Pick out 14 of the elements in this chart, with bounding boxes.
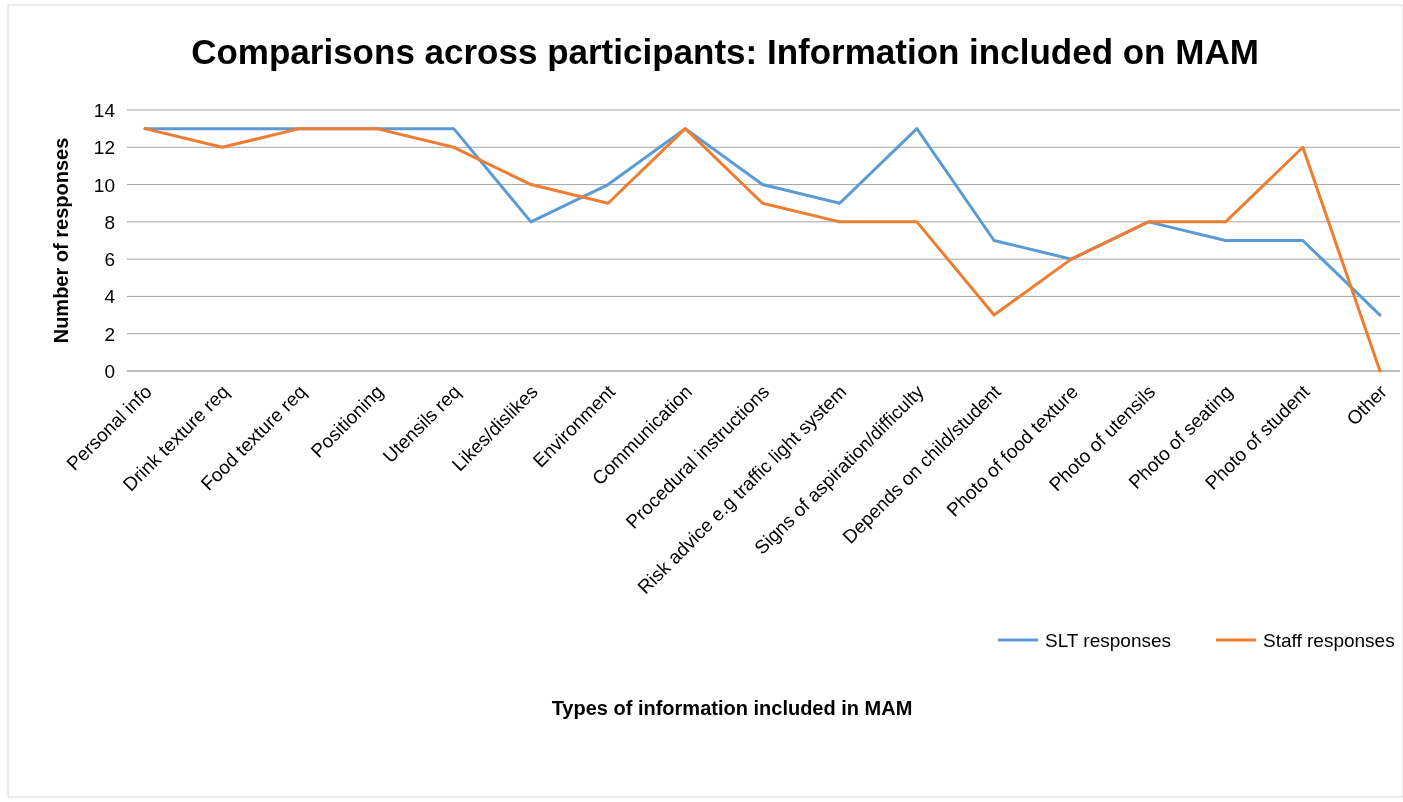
y-axis-title: Number of responses bbox=[50, 137, 72, 344]
chart-title: Comparisons across participants: Information included on MAM bbox=[191, 32, 1259, 71]
x-axis-title: Types of information included in MAM bbox=[551, 697, 913, 719]
legend-label: SLT responses bbox=[1045, 630, 1172, 651]
y-tick-label: 0 bbox=[104, 361, 115, 382]
legend-label: Staff responses bbox=[1263, 630, 1395, 651]
line-series bbox=[143, 127, 1382, 373]
y-tick-label: 10 bbox=[93, 174, 115, 196]
y-tick-label: 4 bbox=[104, 286, 116, 308]
y-tick-label: 2 bbox=[104, 323, 115, 345]
y-tick-label: 8 bbox=[104, 211, 115, 233]
y-tick-label: 14 bbox=[93, 100, 116, 121]
y-tick-label: 6 bbox=[104, 249, 115, 271]
y-tick-label: 12 bbox=[93, 137, 115, 159]
